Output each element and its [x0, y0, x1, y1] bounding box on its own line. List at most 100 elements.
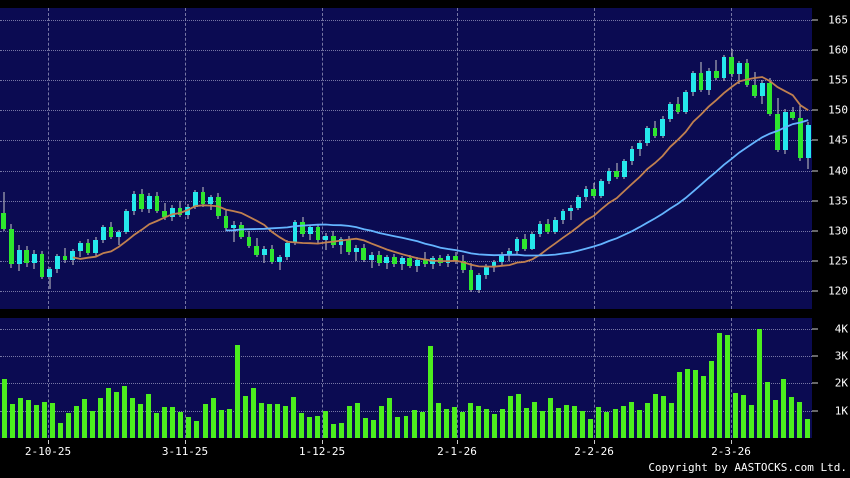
- volume-bar: [106, 388, 112, 438]
- candle-body-down: [790, 111, 796, 118]
- date-axis-tick: [457, 440, 458, 444]
- volume-bar: [451, 406, 457, 438]
- price-chart-panel[interactable]: [0, 8, 812, 309]
- volume-bar: [684, 369, 690, 438]
- volume-bar: [419, 412, 425, 438]
- volume-bar: [282, 405, 288, 438]
- price-gridline: [0, 170, 812, 172]
- price-axis-tick: [812, 200, 818, 202]
- candlestick: [376, 8, 382, 309]
- candle-body-down: [744, 63, 750, 86]
- volume-bar: [65, 413, 71, 438]
- candlestick: [154, 8, 160, 309]
- candlestick: [736, 8, 742, 309]
- date-axis: 2-10-25 3-11-25 1-12-25 2-1-26 2-2-26 2-3-26: [0, 440, 812, 460]
- volume-bar: [612, 409, 618, 438]
- price-axis-tick: [812, 109, 818, 111]
- price-axis-label: 165: [828, 13, 848, 27]
- volume-bar: [556, 408, 562, 438]
- volume-gridline: [0, 356, 812, 358]
- candlestick: [177, 8, 183, 309]
- price-gridline: [0, 290, 812, 292]
- candlestick: [453, 8, 459, 309]
- moving-average-lines: [72, 76, 809, 268]
- candle-body-down: [713, 70, 719, 78]
- ma-fast-line: [72, 76, 809, 268]
- candle-body-down: [39, 253, 45, 278]
- volume-bar: [57, 422, 63, 438]
- candle-body-up: [660, 118, 665, 136]
- candle-body-up: [606, 170, 612, 182]
- price-axis: 120 125 130 135 140 145 150 155 160 165: [812, 0, 850, 312]
- price-axis-label: 120: [828, 284, 848, 298]
- candle-body-down: [154, 195, 160, 211]
- candlestick: [667, 8, 673, 309]
- candle-body-up: [759, 82, 765, 96]
- volume-bar: [749, 404, 755, 438]
- volume-bar: [186, 416, 192, 438]
- price-axis-label: 150: [828, 103, 848, 117]
- volume-bar: [170, 406, 176, 438]
- volume-bar: [564, 404, 570, 438]
- candlestick: [568, 8, 574, 309]
- candle-body-up: [560, 211, 566, 220]
- volume-bar: [741, 395, 747, 438]
- date-axis-tick: [185, 440, 186, 444]
- candlestick: [238, 8, 244, 309]
- candlestick: [553, 8, 558, 309]
- volume-bar: [475, 405, 481, 438]
- candlestick: [752, 8, 757, 309]
- candle-body-up: [147, 195, 152, 210]
- volume-bar: [138, 404, 144, 438]
- candle-wick: [340, 236, 342, 254]
- volume-axis-label: 3K: [834, 349, 848, 363]
- candlestick: [261, 8, 267, 309]
- candlestick: [307, 8, 313, 309]
- volume-bar: [33, 405, 39, 438]
- volume-bar: [49, 403, 55, 438]
- volume-bar: [644, 402, 650, 438]
- candle-body-up: [208, 197, 214, 205]
- candlestick: [767, 8, 773, 309]
- volume-bar: [130, 397, 136, 438]
- price-axis-label: 155: [828, 73, 848, 87]
- candle-body-down: [246, 236, 252, 246]
- ma-slow-line: [225, 119, 809, 257]
- candlestick: [32, 8, 37, 309]
- candle-body-down: [775, 113, 780, 151]
- candle-body-down: [652, 128, 658, 136]
- candlestick: [254, 8, 259, 309]
- volume-bar: [339, 422, 345, 438]
- candle-body-down: [767, 82, 773, 114]
- candlestick: [1, 8, 7, 309]
- volume-bar: [234, 345, 240, 438]
- volume-bar: [636, 410, 642, 438]
- candlestick: [591, 8, 597, 309]
- candle-body-up: [621, 160, 627, 177]
- candlestick: [583, 8, 589, 309]
- candlestick: [790, 8, 796, 309]
- candle-body-down: [85, 243, 91, 253]
- candle-wick: [3, 191, 5, 231]
- candlestick: [652, 8, 658, 309]
- candlestick: [575, 8, 581, 309]
- candle-body-up: [637, 142, 642, 149]
- volume-gridline: [0, 410, 812, 412]
- volume-bar: [733, 393, 739, 438]
- price-gridline: [0, 140, 812, 142]
- volume-bar: [355, 402, 361, 438]
- volume-bar: [604, 411, 610, 438]
- candlestick: [514, 8, 520, 309]
- volume-bar: [797, 402, 803, 438]
- candle-wick: [279, 254, 281, 271]
- volume-bar: [17, 397, 23, 438]
- candle-body-up: [568, 207, 574, 212]
- volume-chart-panel[interactable]: [0, 318, 812, 438]
- candle-body-up: [55, 256, 60, 270]
- candlestick: [85, 8, 91, 309]
- volume-axis-tick: [812, 410, 818, 412]
- candle-body-up: [476, 275, 482, 290]
- candle-body-up: [690, 73, 696, 93]
- volume-bar: [572, 405, 578, 438]
- candlestick: [522, 8, 528, 309]
